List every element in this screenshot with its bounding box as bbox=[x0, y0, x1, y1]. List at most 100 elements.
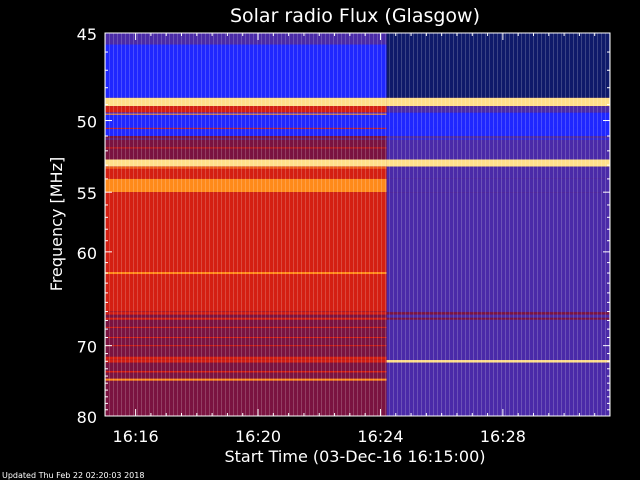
noise-column bbox=[425, 33, 426, 416]
noise-column bbox=[193, 33, 194, 416]
noise-column bbox=[225, 33, 226, 416]
noise-column bbox=[213, 33, 214, 416]
noise-column bbox=[249, 33, 250, 416]
band-right-1 bbox=[386, 44, 610, 98]
noise-column bbox=[181, 33, 182, 416]
emission-line-left-1 bbox=[105, 127, 387, 129]
noise-column bbox=[337, 33, 338, 416]
noise-column bbox=[113, 33, 114, 416]
noise-column bbox=[389, 33, 390, 416]
noise-column bbox=[549, 33, 550, 416]
noise-column bbox=[277, 33, 278, 416]
plot-area bbox=[104, 32, 611, 417]
emission-line-left-9 bbox=[105, 317, 387, 320]
noise-column bbox=[409, 33, 410, 416]
noise-column bbox=[297, 33, 298, 416]
noise-column bbox=[581, 33, 582, 416]
noise-column bbox=[497, 33, 498, 416]
emission-line-left-10 bbox=[105, 326, 387, 328]
noise-column bbox=[169, 33, 170, 416]
noise-column bbox=[585, 33, 586, 416]
y-tick-label-60: 60 bbox=[77, 244, 97, 263]
noise-column bbox=[529, 33, 530, 416]
noise-column bbox=[605, 33, 606, 416]
emission-line-right-11 bbox=[386, 336, 610, 338]
noise-column bbox=[365, 33, 366, 416]
emission-line-right-16 bbox=[386, 378, 610, 381]
noise-column bbox=[513, 33, 514, 416]
noise-column bbox=[233, 33, 234, 416]
noise-column bbox=[357, 33, 358, 416]
noise-column bbox=[185, 33, 186, 416]
noise-column bbox=[485, 33, 486, 416]
band-left-4 bbox=[105, 112, 387, 136]
noise-column bbox=[381, 33, 382, 416]
band-left-8 bbox=[105, 178, 387, 193]
emission-line-right-15 bbox=[386, 370, 610, 373]
band-right-7 bbox=[386, 166, 610, 179]
noise-column bbox=[305, 33, 306, 416]
band-right-8 bbox=[386, 178, 610, 193]
noise-column bbox=[329, 33, 330, 416]
noise-column bbox=[373, 33, 374, 416]
noise-column bbox=[161, 33, 162, 416]
noise-column bbox=[377, 33, 378, 416]
band-left-7 bbox=[105, 166, 387, 179]
noise-column bbox=[201, 33, 202, 416]
emission-line-left-17 bbox=[105, 386, 387, 388]
noise-column bbox=[301, 33, 302, 416]
noise-column bbox=[465, 33, 466, 416]
emission-line-left-2 bbox=[105, 138, 387, 140]
band-left-6 bbox=[105, 159, 387, 167]
noise-column bbox=[441, 33, 442, 416]
noise-column bbox=[253, 33, 254, 416]
noise-column bbox=[593, 33, 594, 416]
noise-column bbox=[533, 33, 534, 416]
emission-line-right-1 bbox=[386, 127, 610, 129]
band-right-0 bbox=[386, 33, 610, 45]
x-axis-label: Start Time (03-Dec-16 16:15:00) bbox=[224, 447, 485, 466]
noise-column bbox=[149, 33, 150, 416]
noise-column bbox=[189, 33, 190, 416]
band-right-6 bbox=[386, 159, 610, 167]
emission-line-left-19 bbox=[105, 402, 387, 404]
noise-column bbox=[417, 33, 418, 416]
band-right-3 bbox=[386, 106, 610, 113]
emission-line-left-20 bbox=[105, 409, 387, 411]
y-axis-label: Frequency [MHz] bbox=[47, 157, 66, 291]
band-right-4 bbox=[386, 112, 610, 136]
band-left-2 bbox=[105, 97, 387, 107]
emission-line-right-7 bbox=[386, 301, 610, 304]
noise-column bbox=[601, 33, 602, 416]
noise-column bbox=[405, 33, 406, 416]
plot-frame bbox=[104, 32, 611, 417]
emission-line-left-7 bbox=[105, 301, 387, 304]
emission-line-right-3 bbox=[386, 147, 610, 149]
noise-column bbox=[285, 33, 286, 416]
emission-line-left-16 bbox=[105, 378, 387, 381]
x-tick-label-0: 16:16 bbox=[113, 427, 159, 446]
noise-column bbox=[141, 33, 142, 416]
band-left-3 bbox=[105, 106, 387, 113]
x-tick-label-1: 16:20 bbox=[235, 427, 281, 446]
emission-line-left-14 bbox=[105, 360, 387, 363]
noise-column bbox=[545, 33, 546, 416]
noise-column bbox=[433, 33, 434, 416]
x-tick-label-3: 16:28 bbox=[480, 427, 526, 446]
noise-column bbox=[401, 33, 402, 416]
noise-column bbox=[321, 33, 322, 416]
noise-column bbox=[521, 33, 522, 416]
noise-column bbox=[245, 33, 246, 416]
chart-title: Solar radio Flux (Glasgow) bbox=[230, 5, 480, 27]
noise-texture bbox=[105, 33, 610, 416]
noise-column bbox=[281, 33, 282, 416]
noise-column bbox=[289, 33, 290, 416]
emission-line-left-6 bbox=[105, 290, 387, 292]
noise-column bbox=[197, 33, 198, 416]
noise-column bbox=[241, 33, 242, 416]
noise-column bbox=[473, 33, 474, 416]
emission-line-right-8 bbox=[386, 312, 610, 315]
noise-column bbox=[153, 33, 154, 416]
band-right-10 bbox=[386, 311, 610, 416]
